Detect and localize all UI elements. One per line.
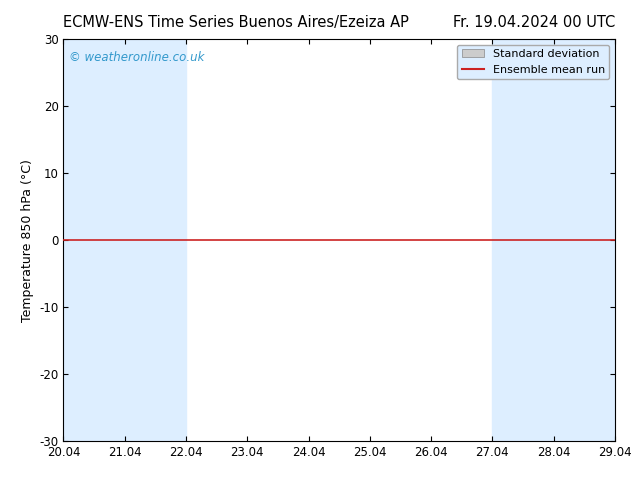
Text: Fr. 19.04.2024 00 UTC: Fr. 19.04.2024 00 UTC: [453, 15, 615, 30]
Text: ECMW-ENS Time Series Buenos Aires/Ezeiza AP: ECMW-ENS Time Series Buenos Aires/Ezeiza…: [63, 15, 410, 30]
Bar: [63, 39, 186, 441]
Bar: [493, 39, 615, 441]
Text: © weatheronline.co.uk: © weatheronline.co.uk: [69, 51, 204, 64]
Legend: Standard deviation, Ensemble mean run: Standard deviation, Ensemble mean run: [457, 45, 609, 79]
Y-axis label: Temperature 850 hPa (°C): Temperature 850 hPa (°C): [21, 159, 34, 321]
